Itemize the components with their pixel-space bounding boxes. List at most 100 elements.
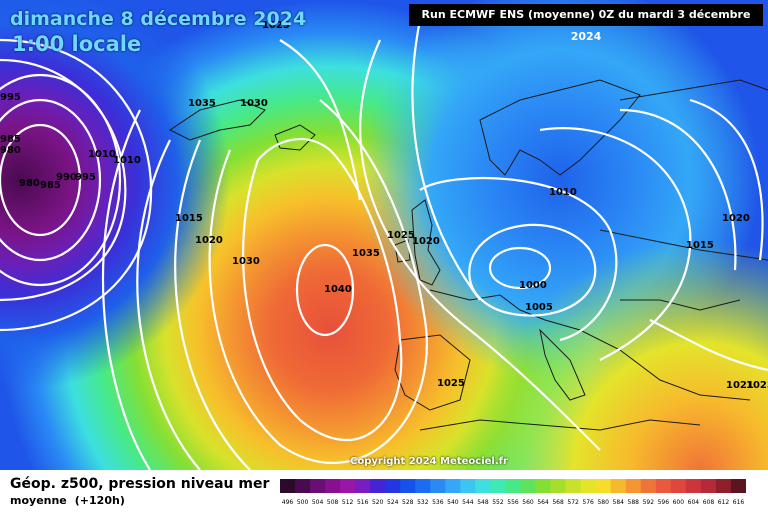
scale-swatch-516 (355, 479, 371, 493)
scale-label-560: 560 (522, 499, 534, 506)
scale-swatch-496 (280, 479, 296, 493)
label-985: 985 (40, 180, 61, 191)
scale-label-516: 516 (357, 499, 369, 506)
scale-swatch-560 (520, 479, 537, 493)
scale-label-600: 600 (673, 499, 685, 506)
scale-swatch-612 (715, 479, 732, 493)
label-1035b: 1035 (352, 248, 380, 259)
scale-label-596: 596 (658, 499, 670, 506)
scale-swatch-600 (670, 479, 687, 493)
scale-label-520: 520 (372, 499, 384, 506)
scale-swatch-504 (310, 479, 326, 493)
scale-label-524: 524 (387, 499, 399, 506)
scale-swatch-540 (445, 479, 461, 493)
label-1040: 1040 (324, 284, 352, 295)
scale-swatch-616 (730, 479, 746, 493)
scale-swatch-564 (535, 479, 552, 493)
scale-swatch-576 (580, 479, 597, 493)
label-995: 995 (75, 172, 96, 183)
scale-label-548: 548 (477, 499, 489, 506)
scale-label-616: 616 (733, 499, 745, 506)
scale-label-536: 536 (432, 499, 444, 506)
scale-swatch-508 (325, 479, 341, 493)
scale-label-552: 552 (492, 499, 504, 506)
legend-subtitle-text: moyenne (10, 494, 67, 507)
scale-swatch-568 (550, 479, 567, 493)
scale-swatch-536 (430, 479, 446, 493)
scale-label-544: 544 (462, 499, 474, 506)
label-1015: 1015 (175, 213, 203, 224)
scale-label-564: 564 (537, 499, 549, 506)
label-1020: 1020 (195, 235, 223, 246)
scale-label-508: 508 (327, 499, 339, 506)
label-1025d: 1025 (262, 20, 290, 31)
label-1030b: 1030 (232, 256, 260, 267)
scale-label-540: 540 (447, 499, 459, 506)
label-1025b: 1025 (437, 378, 465, 389)
legend-subtitle: moyenne (+120h) (10, 494, 125, 507)
label-995b: 995 (0, 92, 21, 103)
scale-swatch-584 (610, 479, 627, 493)
label-1021: 1021 (726, 380, 754, 391)
scale-swatch-608 (700, 479, 717, 493)
scale-label-588: 588 (628, 499, 640, 506)
label-1020c: 1020 (722, 213, 750, 224)
scale-label-528: 528 (402, 499, 414, 506)
label-1000: 1000 (519, 280, 547, 291)
label-1020b: 1020 (412, 236, 440, 247)
scale-swatch-500 (295, 479, 311, 493)
scale-label-592: 592 (643, 499, 655, 506)
isobar-contours (0, 19, 768, 470)
scale-swatch-552 (490, 479, 506, 493)
label-980: 980 (19, 178, 40, 189)
scale-label-500: 500 (297, 499, 309, 506)
scale-swatch-588 (625, 479, 642, 493)
label-1025c: 1025 (746, 380, 768, 391)
forecast-date: dimanche 8 décembre 2024 (10, 8, 307, 30)
scale-label-604: 604 (688, 499, 700, 506)
copyright-notice: Copyright 2024 Meteociel.fr (350, 456, 508, 467)
scale-label-504: 504 (312, 499, 324, 506)
scale-label-572: 572 (567, 499, 579, 506)
scale-swatch-512 (340, 479, 356, 493)
scale-label-580: 580 (597, 499, 609, 506)
label-1010b: 1010 (88, 149, 116, 160)
label-1030: 1030 (240, 98, 268, 109)
scale-swatch-548 (475, 479, 491, 493)
scale-swatch-604 (685, 479, 702, 493)
geopotential-map: 1035 1030 1015 1020 1030 1040 1035 1025 … (0, 0, 768, 470)
scale-label-512: 512 (342, 499, 354, 506)
scale-swatch-524 (385, 479, 401, 493)
scale-label-612: 612 (718, 499, 730, 506)
scale-swatch-596 (655, 479, 672, 493)
scale-label-556: 556 (507, 499, 519, 506)
scale-swatch-572 (565, 479, 582, 493)
forecast-time: 1:00 locale (12, 32, 142, 56)
isobar-labels: 1035 1030 1015 1020 1030 1040 1035 1025 … (0, 20, 768, 391)
label-1010c: 1010 (113, 155, 141, 166)
label-1015b: 1015 (686, 240, 714, 251)
label-1010: 1010 (549, 187, 577, 198)
label-1005: 1005 (525, 302, 553, 313)
scale-label-608: 608 (703, 499, 715, 506)
legend-hint: (+120h) (74, 494, 125, 507)
run-info-banner: Run ECMWF ENS (moyenne) 0Z du mardi 3 dé… (409, 4, 763, 43)
label-1025: 1025 (387, 230, 415, 241)
legend-title: Géop. z500, pression niveau mer (10, 476, 270, 492)
label-980b: 980 (0, 145, 21, 156)
scale-label-496: 496 (282, 499, 294, 506)
label-990: 990 (56, 172, 77, 183)
scale-label-532: 532 (417, 499, 429, 506)
scale-label-576: 576 (582, 499, 594, 506)
scale-swatch-532 (415, 479, 431, 493)
label-985b: 985 (0, 134, 21, 145)
scale-swatch-556 (505, 479, 522, 493)
scale-label-568: 568 (552, 499, 564, 506)
scale-swatch-592 (640, 479, 657, 493)
label-1035: 1035 (188, 98, 216, 109)
scale-swatch-520 (370, 479, 386, 493)
scale-label-584: 584 (613, 499, 625, 506)
scale-swatch-528 (400, 479, 416, 493)
color-scale: 496 500 504 508 512 516 520 524 528 532 536 540 544 5… (280, 479, 746, 506)
